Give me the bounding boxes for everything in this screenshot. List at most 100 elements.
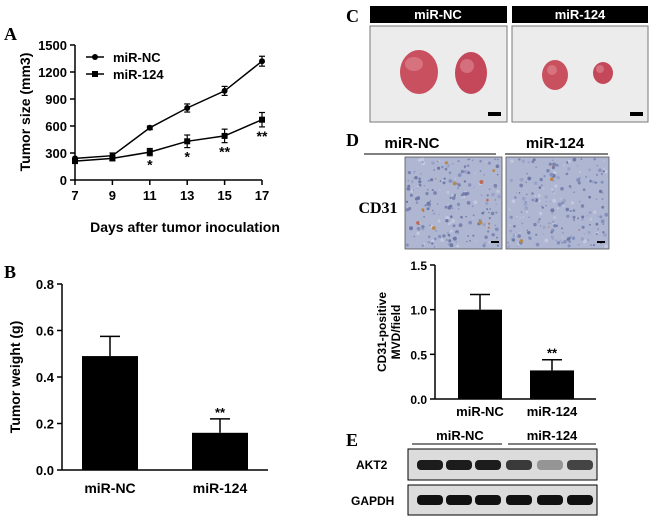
nucleus [409, 226, 413, 231]
nucleus [576, 165, 579, 167]
nucleus [468, 220, 473, 225]
nucleus [407, 184, 411, 188]
nucleus [497, 194, 502, 199]
nucleus [412, 172, 415, 174]
nucleus [587, 179, 589, 181]
nucleus [588, 195, 591, 199]
y-tick-label-300: 300 [45, 146, 67, 161]
panel-b-y-tick-label-0.4: 0.4 [36, 370, 55, 385]
nucleus [468, 183, 472, 187]
nucleus [597, 228, 599, 230]
nucleus [446, 231, 449, 234]
nucleus [552, 190, 555, 193]
nucleus [434, 237, 437, 241]
nucleus [528, 216, 530, 218]
y-tick-label-1200: 1200 [38, 65, 67, 80]
nucleus [581, 215, 585, 219]
nucleus [567, 244, 571, 248]
nucleus [551, 188, 554, 191]
nucleus [473, 186, 475, 188]
nucleus [587, 230, 591, 234]
nucleus [572, 157, 577, 162]
nucleus [483, 241, 487, 245]
nucleus [562, 232, 564, 234]
nucleus [600, 172, 604, 176]
nucleus [580, 204, 585, 208]
tumor-124-2-highlight [596, 65, 604, 73]
nucleus [457, 160, 460, 163]
nucleus [451, 207, 454, 210]
nucleus [484, 235, 488, 239]
nucleus [452, 236, 457, 241]
panel-e-row-label-akt2: AKT2 [356, 458, 388, 472]
panel-c-header-mir-124 [512, 6, 648, 23]
cd31-stain [444, 161, 448, 165]
nucleus [563, 164, 565, 167]
nucleus [525, 181, 527, 183]
nucleus [553, 216, 556, 219]
nucleus [552, 238, 554, 240]
nucleus [507, 245, 511, 248]
nucleus [566, 237, 571, 241]
nucleus [517, 235, 519, 237]
nucleus [552, 220, 555, 223]
nucleus [411, 180, 414, 183]
nucleus [479, 159, 482, 163]
scale-bar-c-nc [488, 112, 501, 116]
nucleus [510, 159, 514, 163]
nucleus [438, 234, 442, 239]
panel-d-micrograph-mir-nc [404, 156, 503, 250]
nucleus [481, 211, 485, 215]
band-gapdh-2 [446, 495, 472, 505]
tumor-124-1-highlight [547, 65, 557, 75]
nucleus [423, 216, 425, 218]
nucleus [405, 243, 409, 247]
nucleus [511, 199, 516, 204]
point-mir-nc-13 [184, 105, 191, 111]
micrograph-texture-mir-nc [405, 157, 502, 248]
nucleus [487, 230, 490, 233]
nucleus [429, 224, 431, 227]
panel-b-letter: B [4, 262, 16, 282]
nucleus [534, 195, 536, 197]
nucleus [465, 215, 468, 218]
nucleus [556, 207, 559, 210]
nucleus [550, 231, 553, 234]
nucleus [524, 206, 527, 208]
nucleus [521, 159, 525, 163]
band-gapdh-1 [417, 495, 443, 505]
nucleus [594, 181, 597, 184]
nucleus [566, 241, 568, 244]
nucleus [434, 229, 438, 233]
nucleus [447, 202, 449, 205]
nucleus [540, 225, 542, 227]
nucleus [557, 202, 562, 207]
nucleus [561, 201, 565, 205]
series-line-mir-nc [74, 60, 263, 160]
nucleus [423, 185, 425, 187]
panel-a-y-label: Tumor size (mm3) [17, 53, 33, 172]
nucleus [463, 192, 465, 194]
nucleus [454, 178, 457, 180]
nucleus [541, 206, 544, 209]
nucleus [603, 160, 605, 162]
cd31-stain [487, 226, 490, 229]
cd31-stain [486, 198, 489, 202]
band-akt2-1 [417, 460, 443, 470]
nucleus [566, 161, 569, 164]
nucleus [595, 198, 598, 201]
nucleus [416, 187, 419, 189]
panel-d-letter: D [346, 130, 359, 150]
nucleus [483, 211, 485, 213]
nucleus [487, 161, 491, 165]
nucleus [427, 205, 431, 209]
nucleus [418, 177, 421, 180]
band-gapdh-6 [567, 495, 593, 505]
nucleus [450, 221, 453, 224]
nucleus [546, 169, 550, 173]
nucleus [512, 233, 516, 236]
nucleus [433, 191, 437, 195]
nucleus [413, 235, 415, 238]
cd31-stain [431, 226, 436, 230]
nucleus [561, 241, 564, 244]
